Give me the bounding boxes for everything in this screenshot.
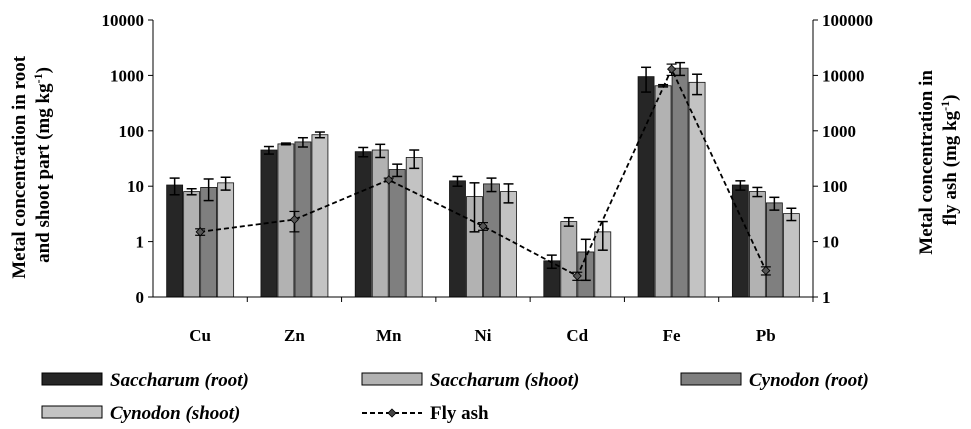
legend-label-saccharum-root: Saccharum (root) (110, 370, 249, 391)
legend-item-cynodon-root: Cynodon (root) (680, 370, 869, 391)
left-tick-label-1000: 1000 (110, 66, 144, 85)
right-tick-label-10000: 10000 (822, 66, 865, 85)
category-label-zn: Zn (284, 326, 305, 345)
legend-label-cynodon-shoot: Cynodon (shoot) (110, 403, 240, 424)
error-bar-cynodon-shoot-ni (503, 183, 514, 204)
right-tick-label-100: 100 (822, 177, 848, 196)
fly-ash-point-mn (384, 175, 394, 185)
legend-label-cynodon-root: Cynodon (root) (749, 370, 869, 391)
error-bar-saccharum-root-fe (641, 66, 652, 93)
legend-swatch-saccharum-root (41, 372, 103, 386)
bar-saccharum-root-ni (449, 180, 466, 298)
right-tick-label-10: 10 (822, 233, 839, 252)
category-label-pb: Pb (756, 326, 776, 345)
bar-cynodon-shoot-pb (782, 213, 800, 298)
error-bar-saccharum-root-mn (358, 146, 369, 158)
category-label-cd: Cd (566, 326, 588, 345)
error-bar-cynodon-shoot-cu (220, 176, 231, 191)
legend-label-saccharum-shoot: Saccharum (shoot) (430, 370, 579, 391)
category-label-ni: Ni (475, 326, 492, 345)
fly-ash-point-ni (478, 221, 488, 231)
legend-swatch-cynodon-root (680, 372, 742, 386)
error-bar-saccharum-shoot-zn (280, 142, 291, 146)
right-tick-label-100000: 100000 (822, 11, 873, 30)
legend-item-saccharum-root: Saccharum (root) (41, 370, 249, 391)
bar-saccharum-root-zn (260, 149, 278, 298)
bar-saccharum-root-pb (731, 184, 749, 298)
legend-item-cynodon-shoot: Cynodon (shoot) (41, 403, 240, 424)
error-bar-cynodon-shoot-pb (786, 207, 797, 222)
legend-label-fly-ash: Fly ash (430, 403, 489, 424)
category-label-cu: Cu (189, 326, 211, 345)
bar-saccharum-root-mn (354, 151, 372, 298)
error-bar-cynodon-shoot-cd (597, 220, 608, 251)
fly-ash-point-pb (761, 266, 771, 276)
left-tick-label-10: 10 (127, 177, 144, 196)
bar-cynodon-root-ni (483, 183, 500, 298)
error-bar-saccharum-shoot-cd (563, 216, 574, 227)
bar-saccharum-shoot-cu (183, 191, 201, 298)
bar-cynodon-shoot-fe (688, 81, 706, 298)
error-bar-saccharum-shoot-ni (469, 182, 480, 233)
error-bar-saccharum-root-pb (735, 180, 746, 191)
bar-cynodon-root-pb (765, 202, 783, 298)
axes-group: 0 1 10 100 1000 10000 1 10 100 1000 10000 100000 Cu Z… (102, 11, 874, 345)
bar-saccharum-shoot-mn (371, 149, 389, 298)
bar-saccharum-root-fe (637, 76, 655, 298)
right-tick-label-1: 1 (822, 288, 831, 307)
bars-group (166, 61, 800, 298)
fly-ash-point-zn (289, 214, 299, 225)
error-bar-cynodon-shoot-mn (409, 149, 420, 170)
category-label-mn: Mn (376, 326, 402, 345)
error-bar-cynodon-root-cu (203, 178, 214, 202)
fly-ash-point-cu (195, 227, 205, 237)
fly-ash-point-cd (572, 271, 582, 281)
error-bar-saccharum-root-zn (263, 145, 274, 155)
bar-cynodon-root-fe (671, 67, 689, 298)
legend-swatch-cynodon-shoot (41, 405, 103, 419)
error-bar-saccharum-shoot-cu (186, 187, 197, 196)
bar-cynodon-shoot-mn (405, 157, 423, 298)
error-bar-cynodon-shoot-zn (314, 131, 325, 139)
right-axis-label: Metal concentration in fly ash (mg kg-1) (916, 65, 961, 254)
legend-swatch-saccharum-shoot (361, 372, 423, 386)
bar-cynodon-shoot-cu (217, 182, 235, 298)
error-bar-cynodon-root-pb (769, 196, 780, 211)
left-axis-label: Metal concentration in root and shoot pa… (9, 51, 54, 279)
error-bar-saccharum-root-ni (452, 175, 463, 187)
error-bar-cynodon-root-mn (392, 163, 403, 178)
bar-saccharum-shoot-fe (654, 85, 672, 298)
left-tick-label-0: 0 (136, 288, 145, 307)
error-bar-cynodon-root-cd (580, 238, 591, 282)
bar-cynodon-shoot-zn (311, 134, 329, 298)
error-bar-cynodon-root-zn (297, 136, 308, 148)
bar-saccharum-shoot-cd (560, 221, 578, 298)
error-bar-cynodon-shoot-fe (692, 73, 703, 96)
bar-cynodon-shoot-ni (500, 191, 517, 298)
legend-item-fly-ash: Fly ash (362, 403, 489, 424)
error-bar-cynodon-root-fe (675, 61, 686, 77)
legend: Saccharum (root) Saccharum (shoot) Cynod… (41, 370, 869, 424)
category-label-fe: Fe (663, 326, 681, 345)
bar-saccharum-shoot-pb (748, 191, 766, 298)
left-tick-label-100: 100 (119, 122, 145, 141)
left-tick-label-10000: 10000 (102, 11, 145, 30)
bar-cynodon-root-cu (200, 187, 218, 298)
bar-cynodon-root-mn (388, 169, 406, 298)
error-bar-saccharum-shoot-mn (375, 143, 386, 159)
error-bar-saccharum-root-cu (169, 177, 180, 196)
legend-item-saccharum-shoot: Saccharum (shoot) (361, 370, 579, 391)
error-bar-saccharum-shoot-pb (752, 186, 763, 198)
legend-marker-fly-ash (387, 408, 397, 418)
left-tick-label-1: 1 (136, 233, 145, 252)
fly-ash-line-group (195, 63, 771, 281)
error-bar-cynodon-root-ni (486, 177, 497, 193)
bar-saccharum-root-cu (166, 184, 184, 298)
right-tick-label-1000: 1000 (822, 122, 856, 141)
fly-ash-point-fe (667, 64, 677, 74)
